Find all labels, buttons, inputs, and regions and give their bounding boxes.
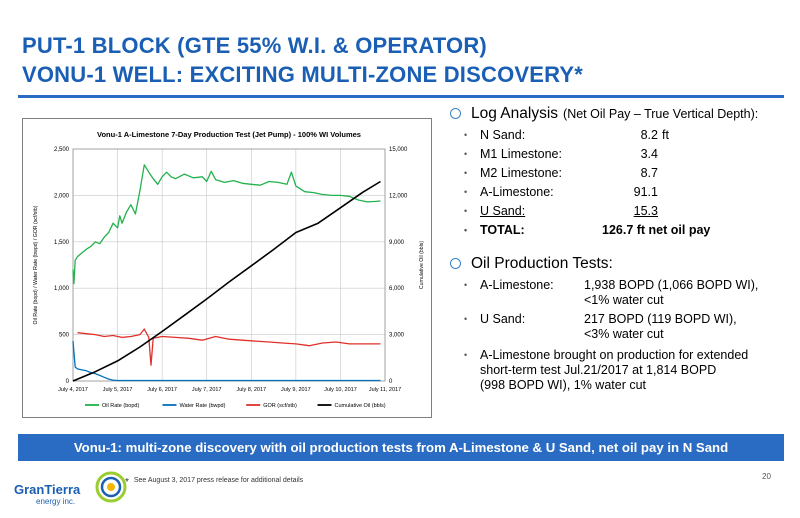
dot-bullet-icon: • bbox=[464, 130, 468, 140]
extended-test-note-line3: (998 BOPD WI), 1% water cut bbox=[480, 378, 647, 392]
x-tick-label: July 11, 2017 bbox=[369, 387, 401, 393]
log-analysis-heading: Log Analysis (Net Oil Pay – True Vertica… bbox=[450, 104, 790, 124]
legend-label: Oil Rate (bopd) bbox=[102, 403, 139, 409]
plot-frame bbox=[72, 148, 386, 382]
series-line-gor-scf-stb bbox=[77, 328, 381, 366]
log-analysis-row: • M2 Limestone: 8.7 bbox=[464, 166, 658, 180]
company-logo: GranTierra energy inc. bbox=[14, 470, 127, 510]
y-tick-label: 1,000 bbox=[54, 286, 70, 292]
dot-bullet-icon: • bbox=[464, 280, 468, 290]
y-tick-label: 0 bbox=[66, 379, 70, 385]
x-tick-label: July 8, 2017 bbox=[236, 387, 266, 393]
dot-bullet-icon: • bbox=[464, 350, 468, 360]
production-tests-section: Oil Production Tests: • A-Limestone: 1,9… bbox=[450, 254, 790, 393]
page-title-line1: PUT-1 BLOCK (GTE 55% W.I. & OPERATOR) bbox=[22, 33, 487, 58]
page-number: 20 bbox=[762, 472, 771, 481]
log-analysis-row: • M1 Limestone: 3.4 bbox=[464, 147, 658, 161]
y-tick-label: 500 bbox=[59, 333, 70, 339]
x-tick-label: July 4, 2017 bbox=[58, 387, 88, 393]
dot-bullet-icon: • bbox=[464, 206, 468, 216]
x-tick-label: July 5, 2017 bbox=[103, 387, 133, 393]
production-chart: Vonu-1 A-Limestone 7-Day Production Test… bbox=[22, 118, 432, 418]
log-analysis-row: • N Sand: 8.2 ft bbox=[464, 128, 669, 142]
dot-bullet-icon: • bbox=[464, 187, 468, 197]
chart-title: Vonu-1 A-Limestone 7-Day Production Test… bbox=[97, 130, 361, 139]
dot-bullet-icon: • bbox=[464, 168, 468, 178]
dot-bullet-icon: • bbox=[464, 314, 468, 324]
legend-label: Water Rate (bwpd) bbox=[180, 403, 226, 409]
series-line-water-rate-bwpd bbox=[72, 341, 381, 382]
footnote-mark: * bbox=[125, 477, 129, 488]
ring-bullet-icon bbox=[450, 108, 461, 119]
x-tick-label: July 9, 2017 bbox=[281, 387, 311, 393]
dot-bullet-icon: • bbox=[464, 149, 468, 159]
log-analysis-section: Log Analysis (Net Oil Pay – True Vertica… bbox=[450, 104, 790, 238]
log-analysis-row: • A-Limestone: 91.1 bbox=[464, 185, 658, 199]
extended-test-note: • A-Limestone brought on production for … bbox=[464, 348, 749, 362]
log-analysis-total: • TOTAL: 126.7 ft net oil pay bbox=[464, 223, 711, 237]
y2-tick-label: 0 bbox=[389, 379, 393, 385]
production-chart-svg: Vonu-1 A-Limestone 7-Day Production Test… bbox=[33, 130, 425, 409]
a-limestone-test: • A-Limestone: 1,938 BOPD (1,066 BOPD WI… bbox=[464, 278, 759, 292]
y2-tick-label: 12,000 bbox=[389, 193, 408, 199]
x-tick-label: July 7, 2017 bbox=[192, 387, 222, 393]
x-tick-label: July 10, 2017 bbox=[324, 387, 357, 393]
bullets-panel: Log Analysis (Net Oil Pay – True Vertica… bbox=[450, 104, 790, 393]
logo-name: GranTierra bbox=[14, 482, 81, 497]
y-axis-label: Oil Rate (bopd) / Water Rate (bwpd) / GO… bbox=[33, 205, 39, 324]
production-tests-heading: Oil Production Tests: bbox=[450, 254, 790, 274]
y2-tick-label: 9,000 bbox=[389, 240, 405, 246]
ring-bullet-icon bbox=[450, 258, 461, 269]
summary-banner: Vonu-1: multi-zone discovery with oil pr… bbox=[18, 434, 784, 461]
logo-subtitle: energy inc. bbox=[36, 497, 76, 506]
y2-tick-label: 3,000 bbox=[389, 333, 405, 339]
y2-tick-label: 15,000 bbox=[389, 147, 408, 153]
x-tick-label: July 6, 2017 bbox=[147, 387, 177, 393]
logo-swirl-icon bbox=[95, 471, 127, 503]
y2-axis-label: Cumulative Oil (bbls) bbox=[419, 241, 425, 289]
log-analysis-row: • U Sand: 15.3 bbox=[464, 204, 658, 218]
legend-label: Cumulative Oil (bbls) bbox=[335, 403, 386, 409]
title-rule bbox=[18, 95, 784, 98]
footnote: * See August 3, 2017 press release for a… bbox=[125, 477, 304, 488]
extended-test-note-line2: short-term test Jul.21/2017 at 1,814 BOP… bbox=[480, 363, 717, 377]
u-sand-test: • U Sand: 217 BOPD (119 BOPD WI), bbox=[464, 312, 737, 326]
u-sand-water-cut: <3% water cut bbox=[584, 327, 664, 341]
a-limestone-water-cut: <1% water cut bbox=[584, 293, 664, 307]
y2-tick-label: 6,000 bbox=[389, 286, 405, 292]
page-title-line2: VONU-1 WELL: EXCITING MULTI-ZONE DISCOVE… bbox=[22, 62, 584, 87]
y-tick-label: 2,500 bbox=[54, 147, 70, 153]
series-line-oil-rate-bopd bbox=[72, 164, 381, 285]
legend-label: GOR (scf/stb) bbox=[263, 403, 297, 409]
dot-bullet-icon: • bbox=[464, 225, 468, 235]
y-tick-label: 1,500 bbox=[54, 240, 70, 246]
series-line-cumulative-oil-bbls bbox=[72, 180, 381, 382]
y-tick-label: 2,000 bbox=[54, 193, 70, 199]
log-analysis-rows: • N Sand: 8.2 ft • M1 Limestone: 3.4 • M2 Limest… bbox=[450, 128, 790, 219]
